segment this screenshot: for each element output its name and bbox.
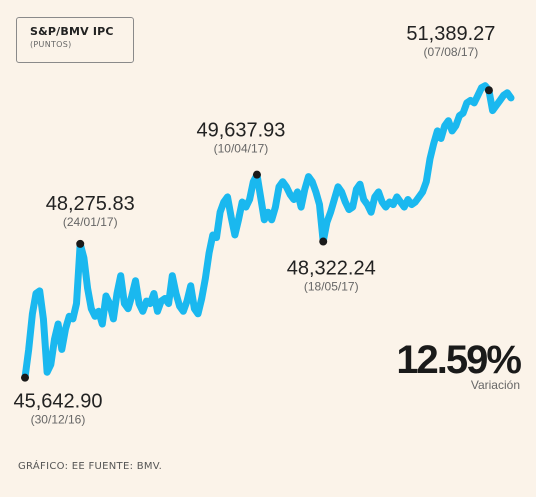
annotation-marker [76,239,85,248]
chart-title-box: S&P/BMV IPC (PUNTOS) [16,17,134,63]
variation-unit: % [486,338,522,382]
chart-subtitle: (PUNTOS) [30,40,72,49]
variation-value: 12.59% [396,338,522,382]
annotation-date: (24/01/17) [63,215,118,229]
annotation-value: 45,642.90 [14,391,103,413]
series-line [21,82,515,382]
variation-number: 12.59 [396,338,488,382]
annotation-date: (07/08/17) [424,45,479,59]
variation-block: 12.59% Variación [396,338,522,392]
annotation-marker [252,170,261,179]
annotation-value: 48,322.24 [287,258,376,280]
annotation-marker [319,237,328,246]
annotation-date: (30/12/16) [31,413,86,427]
annotation-marker [484,86,493,95]
variation-label: Variación [470,378,520,392]
annotation-marker [21,373,29,382]
annotation-value: 48,275.83 [46,193,135,215]
annotation-value: 51,389.27 [406,23,495,45]
footer-credits: GRÁFICO: EE FUENTE: BMV. [18,461,163,472]
annotation-date: (18/05/17) [304,280,359,294]
annotation-value: 49,637.93 [196,120,285,142]
annotation-date: (10/04/17) [214,142,269,156]
chart-title: S&P/BMV IPC [30,25,114,38]
